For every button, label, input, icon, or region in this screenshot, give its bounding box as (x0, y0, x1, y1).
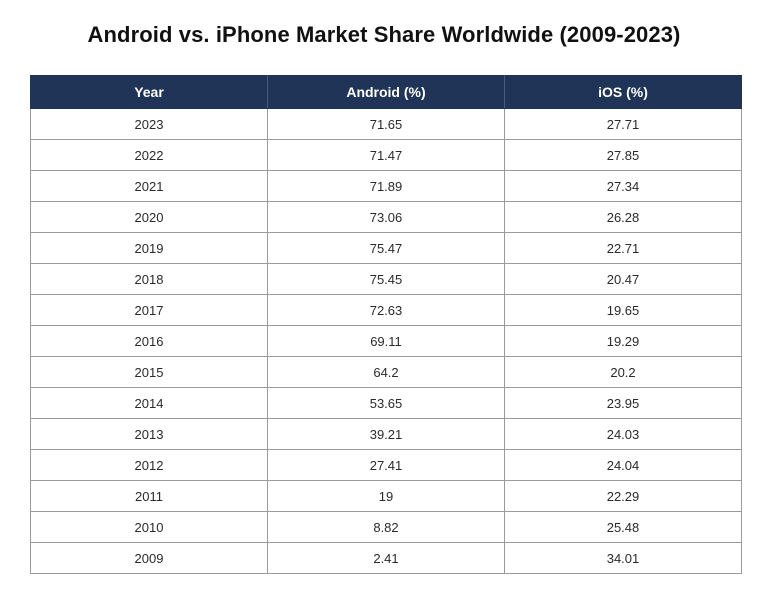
year-cell: 2018 (30, 263, 268, 295)
android-share-cell: 73.06 (267, 201, 505, 233)
year-cell: 2020 (30, 201, 268, 233)
market-share-table: Year Android (%) iOS (%) 2023 71.65 27.71 2… (30, 75, 742, 574)
android-share-cell: 53.65 (267, 387, 505, 419)
android-share-cell: 75.47 (267, 232, 505, 264)
column-header-year: Year (30, 75, 268, 109)
year-cell: 2010 (30, 511, 268, 543)
year-cell: 2009 (30, 542, 268, 574)
android-share-cell: 64.2 (267, 356, 505, 388)
android-share-cell: 19 (267, 480, 505, 512)
table-row: 2011 19 22.29 (30, 480, 742, 512)
table-row: 2019 75.47 22.71 (30, 232, 742, 264)
android-share-cell: 75.45 (267, 263, 505, 295)
table-row: 2020 73.06 26.28 (30, 201, 742, 233)
ios-share-cell: 24.04 (504, 449, 742, 481)
table-row: 2017 72.63 19.65 (30, 294, 742, 326)
year-cell: 2014 (30, 387, 268, 419)
year-cell: 2017 (30, 294, 268, 326)
year-cell: 2011 (30, 480, 268, 512)
ios-share-cell: 27.85 (504, 139, 742, 171)
column-header-ios: iOS (%) (504, 75, 742, 109)
table-row: 2023 71.65 27.71 (30, 108, 742, 140)
ios-share-cell: 26.28 (504, 201, 742, 233)
android-share-cell: 69.11 (267, 325, 505, 357)
android-share-cell: 71.89 (267, 170, 505, 202)
table-row: 2015 64.2 20.2 (30, 356, 742, 388)
ios-share-cell: 22.29 (504, 480, 742, 512)
ios-share-cell: 27.34 (504, 170, 742, 202)
year-cell: 2019 (30, 232, 268, 264)
table-row: 2012 27.41 24.04 (30, 449, 742, 481)
table-row: 2014 53.65 23.95 (30, 387, 742, 419)
year-cell: 2013 (30, 418, 268, 450)
android-share-cell: 71.65 (267, 108, 505, 140)
ios-share-cell: 19.65 (504, 294, 742, 326)
table-header: Year Android (%) iOS (%) (30, 75, 742, 109)
header-row: Year Android (%) iOS (%) (30, 75, 742, 109)
table-row: 2013 39.21 24.03 (30, 418, 742, 450)
table-row: 2021 71.89 27.34 (30, 170, 742, 202)
column-header-android: Android (%) (267, 75, 505, 109)
year-cell: 2015 (30, 356, 268, 388)
ios-share-cell: 27.71 (504, 108, 742, 140)
page-title: Android vs. iPhone Market Share Worldwid… (87, 22, 681, 47)
table-row: 2018 75.45 20.47 (30, 263, 742, 295)
android-share-cell: 71.47 (267, 139, 505, 171)
android-share-cell: 27.41 (267, 449, 505, 481)
ios-share-cell: 20.47 (504, 263, 742, 295)
table-row: 2022 71.47 27.85 (30, 139, 742, 171)
ios-share-cell: 19.29 (504, 325, 742, 357)
table-body: 2023 71.65 27.71 2022 71.47 27.85 2021 71.89 27.… (30, 108, 742, 574)
android-share-cell: 2.41 (267, 542, 505, 574)
ios-share-cell: 25.48 (504, 511, 742, 543)
ios-share-cell: 22.71 (504, 232, 742, 264)
table-row: 2010 8.82 25.48 (30, 511, 742, 543)
year-cell: 2016 (30, 325, 268, 357)
ios-share-cell: 20.2 (504, 356, 742, 388)
android-share-cell: 72.63 (267, 294, 505, 326)
table-row: 2009 2.41 34.01 (30, 542, 742, 574)
table-row: 2016 69.11 19.29 (30, 325, 742, 357)
ios-share-cell: 23.95 (504, 387, 742, 419)
ios-share-cell: 24.03 (504, 418, 742, 450)
year-cell: 2012 (30, 449, 268, 481)
android-share-cell: 39.21 (267, 418, 505, 450)
android-share-cell: 8.82 (267, 511, 505, 543)
year-cell: 2022 (30, 139, 268, 171)
year-cell: 2023 (30, 108, 268, 140)
year-cell: 2021 (30, 170, 268, 202)
ios-share-cell: 34.01 (504, 542, 742, 574)
